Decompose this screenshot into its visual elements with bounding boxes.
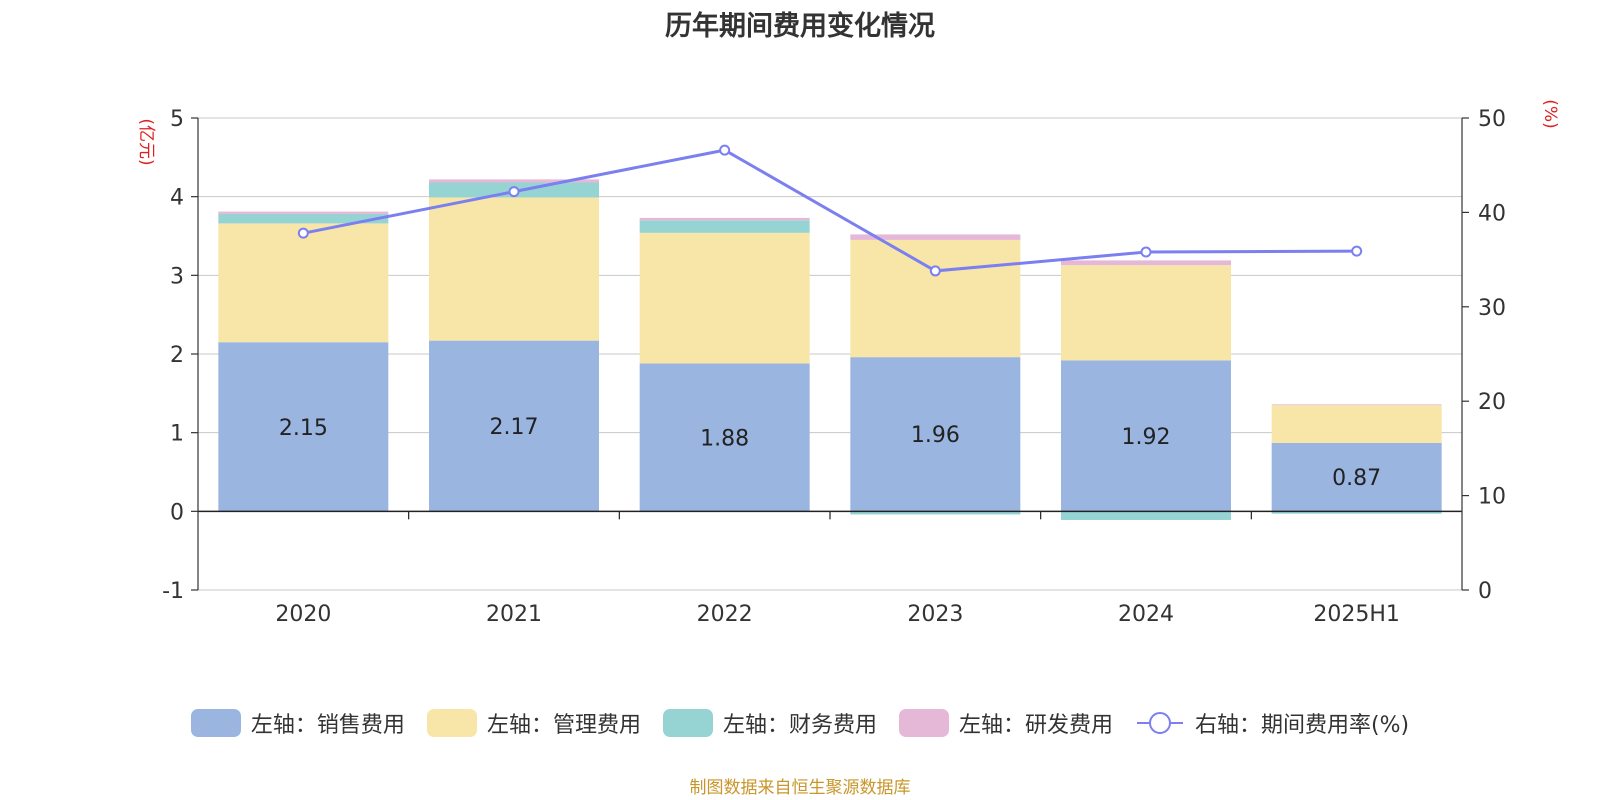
bar-sales <box>429 340 599 512</box>
expense-rate-point <box>719 144 731 156</box>
right-axis-tick-label: 20 <box>1478 390 1506 415</box>
x-axis-tick-label: 2021 <box>486 602 542 627</box>
bar-value-label: 1.92 <box>1122 425 1171 450</box>
bar-admin <box>1271 405 1442 443</box>
legend-swatch-finance <box>662 709 713 737</box>
chart-legend: 左轴：销售费用 左轴：管理费用 左轴：财务费用 左轴：研发费用 右轴：期间费用率… <box>0 703 1600 743</box>
bar-admin <box>429 197 599 341</box>
bar-admin <box>639 232 810 364</box>
left-axis-tick-label: 1 <box>170 422 184 447</box>
expense-rate-line <box>303 148 1357 273</box>
bar-finance <box>1271 511 1442 514</box>
right-axis-tick-label: 30 <box>1478 296 1506 321</box>
legend-label-expense-rate: 右轴：期间费用率(%) <box>1194 713 1410 738</box>
bar-admin <box>1061 265 1231 361</box>
left-axis-tick-label: 0 <box>170 500 184 525</box>
bar-value-label: 2.17 <box>490 415 539 440</box>
left-axis-tick-label: 5 <box>170 107 184 132</box>
x-axis-tick-label: 2020 <box>275 602 331 627</box>
bar-rd <box>1061 260 1231 266</box>
legend-label-rd: 左轴：研发费用 <box>958 713 1113 738</box>
bar-rd <box>429 179 599 183</box>
bar-value-label: 2.15 <box>279 416 328 441</box>
expense-rate-point <box>1140 246 1152 258</box>
x-axis-tick-label: 2024 <box>1118 602 1174 627</box>
right-axis-tick-label: 10 <box>1478 485 1506 510</box>
expense-rate-point <box>508 186 520 198</box>
left-axis-tick-label: 4 <box>170 186 184 211</box>
legend-item-rd[interactable]: 左轴：研发费用 <box>898 707 1113 739</box>
legend-item-expense-rate[interactable]: 右轴：期间费用率(%) <box>1135 707 1409 739</box>
legend-line-marker-icon <box>1136 712 1183 734</box>
legend-label-sales: 左轴：销售费用 <box>250 713 405 738</box>
chart-plot: 2.15 2.17 1.88 1.96 1.92 0.87 -1 0 1 2 3 4 5 (亿元) 0 10 2… <box>136 99 1560 627</box>
right-axis-label: (%) <box>1540 99 1560 128</box>
bar-value-label: 1.88 <box>700 426 749 451</box>
x-axis-tick-label: 2023 <box>907 602 963 627</box>
bar-value-label: 1.96 <box>911 423 960 448</box>
bar-rd <box>850 234 1021 240</box>
legend-label-admin: 左轴：管理费用 <box>486 713 641 738</box>
left-axis-tick-label: 2 <box>170 343 184 368</box>
bar-rd <box>218 211 389 214</box>
expense-rate-point <box>929 265 941 277</box>
chart-title: 历年期间费用变化情况 <box>665 11 935 42</box>
bar-sales <box>850 357 1021 512</box>
expense-rate-point <box>297 227 309 239</box>
legend-label-finance: 左轴：财务费用 <box>722 713 877 738</box>
bar-admin <box>218 223 389 343</box>
bar-sales <box>218 342 389 512</box>
bar-rd <box>1271 404 1442 406</box>
bar-finance <box>850 511 1021 515</box>
legend-swatch-sales <box>190 709 241 737</box>
bar-admin <box>850 239 1021 358</box>
legend-item-sales[interactable]: 左轴：销售费用 <box>190 707 405 739</box>
legend-item-finance[interactable]: 左轴：财务费用 <box>662 707 877 739</box>
bar-finance <box>639 220 810 233</box>
left-axis-label: (亿元) <box>136 118 156 165</box>
right-axis-tick-label: 0 <box>1478 579 1492 604</box>
bar-sales <box>1271 442 1442 512</box>
right-axis-tick-label: 40 <box>1478 201 1506 226</box>
legend-swatch-rd <box>898 709 949 737</box>
left-axis-tick-label: -1 <box>162 579 184 604</box>
source-note: 制图数据来自恒生聚源数据库 <box>689 778 911 798</box>
expense-rate-point <box>1351 245 1363 257</box>
left-axis-tick-label: 3 <box>170 264 184 289</box>
bar-finance <box>1061 511 1231 520</box>
legend-item-admin[interactable]: 左轴：管理费用 <box>426 707 641 739</box>
bar-sales <box>639 363 810 512</box>
legend-swatch-admin <box>426 709 477 737</box>
bar-rd <box>639 217 810 221</box>
right-axis-tick-label: 50 <box>1478 107 1506 132</box>
x-axis-tick-label: 2025H1 <box>1313 602 1400 627</box>
bar-finance <box>218 213 389 224</box>
bar-sales <box>1061 360 1231 512</box>
bar-value-label: 0.87 <box>1332 466 1381 491</box>
x-axis-tick-label: 2022 <box>697 602 753 627</box>
